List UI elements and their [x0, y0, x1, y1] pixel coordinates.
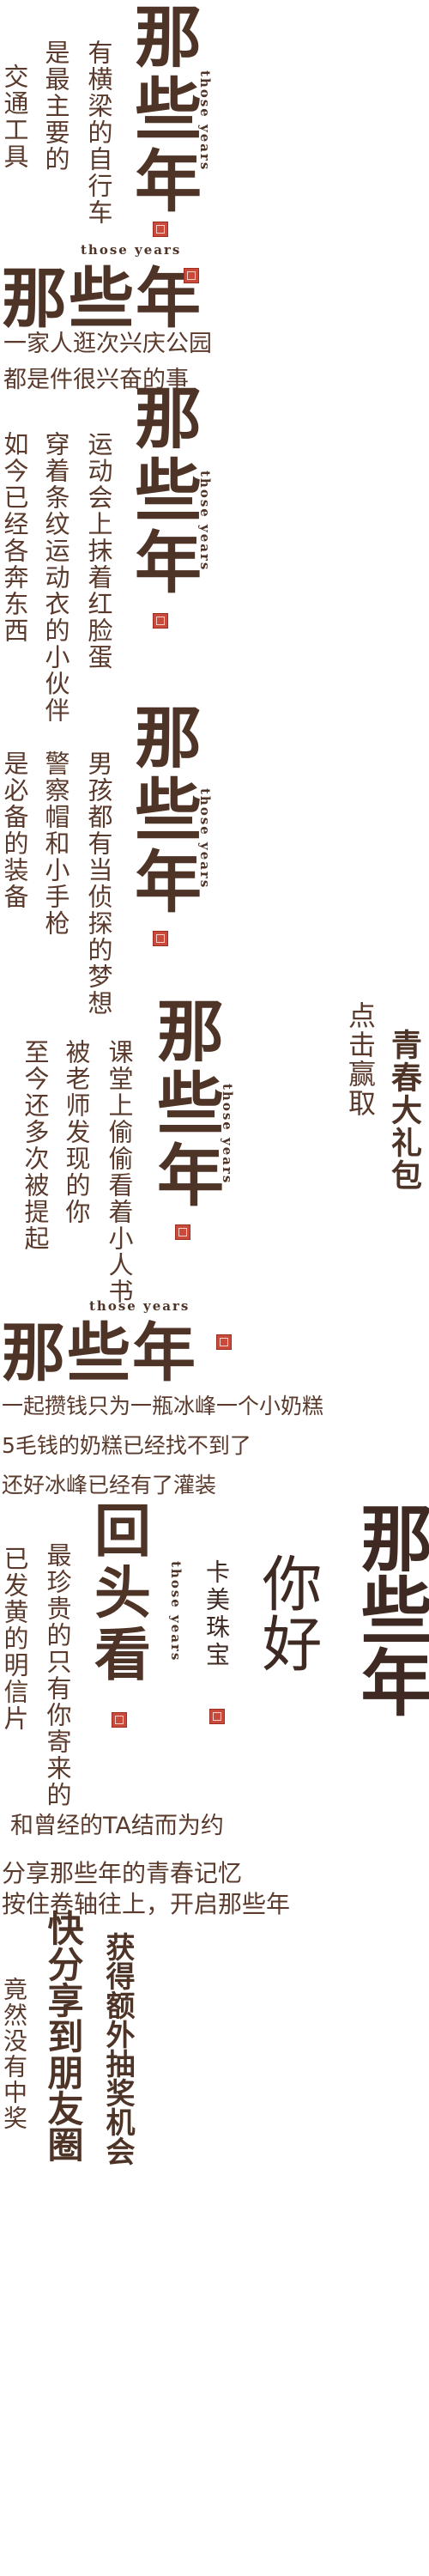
section7-line-bottom: 和曾经的TA结而为约	[10, 1813, 224, 1839]
section6-line2: 5毛钱的奶糕已经找不到了	[2, 1433, 251, 1458]
section3-subtitle: those years	[197, 471, 213, 572]
seal-stamp-icon	[184, 268, 199, 283]
seal-stamp-icon	[209, 1709, 225, 1724]
seal-stamp-icon	[153, 931, 168, 946]
brand-calligraphy-title: 那些年	[349, 1501, 429, 1717]
section7-line-right: 最珍贵的只有你寄来的	[43, 1542, 72, 1808]
section5-line-right: 课堂上偷偷看着小人书	[105, 1039, 134, 1305]
share-moments-button[interactable]: 快分享到朋友圈	[42, 1910, 84, 2162]
section1-line-left: 交通工具	[0, 64, 29, 170]
seal-stamp-icon	[153, 613, 168, 629]
section6-line1: 一起攒钱只为一瓶冰峰一个小奶糕	[2, 1394, 324, 1419]
section6-title: 那些年	[2, 1316, 197, 1390]
section5-title: 那些年	[146, 996, 223, 1212]
section3-line-right: 运动会上抹着红脸蛋	[84, 431, 113, 671]
prize-click-label[interactable]: 点击赢取	[344, 1001, 377, 1118]
section1-line-mid: 是最主要的	[41, 39, 70, 173]
prize-package-button[interactable]: 青春大礼包	[386, 1029, 421, 1192]
no-prize-label: 竟然没有中奖	[0, 1977, 28, 2131]
section7-title: 回头看	[85, 1501, 151, 1686]
section2-line1: 一家人逛次兴庆公园	[3, 331, 212, 357]
section3-title: 那些年	[124, 383, 201, 599]
section5-line-left: 至今还多次被提起	[21, 1039, 50, 1252]
section3-line-mid: 穿着条纹运动衣的小伙伴	[41, 431, 70, 724]
section4-line-right: 男孩都有当侦探的梦想	[84, 750, 113, 1017]
section6-line3: 还好冰峰已经有了灌装	[2, 1473, 217, 1498]
section7-subtitle: those years	[168, 1561, 184, 1662]
brand-hello: 你好	[252, 1552, 323, 1673]
section4-title: 那些年	[124, 702, 201, 919]
footer-line2[interactable]: 按住卷轴往上，开启那些年	[2, 1890, 291, 1918]
seal-stamp-icon	[216, 1334, 232, 1350]
section6-subtitle: those years	[89, 1298, 190, 1314]
section1-title: 那些年	[124, 2, 201, 218]
section1-subtitle: those years	[197, 70, 213, 172]
footer-line1: 分享那些年的青春记忆	[2, 1859, 243, 1887]
seal-stamp-icon	[153, 222, 168, 237]
section2-line2: 都是件很兴奋的事	[3, 367, 189, 393]
section5-subtitle: those years	[220, 1084, 235, 1185]
seal-stamp-icon	[175, 1224, 190, 1240]
section5-line-mid: 被老师发现的你	[62, 1039, 91, 1225]
section2-title: 那些年	[2, 260, 202, 337]
extra-draw-chance-label: 获得额外抽奖机会	[100, 1932, 135, 2166]
section2-subtitle: those years	[81, 242, 182, 258]
section7-line-left: 已发黄的明信片	[0, 1546, 29, 1732]
section4-subtitle: those years	[197, 788, 213, 890]
section4-line-left: 是必备的装备	[0, 750, 29, 910]
section1-line-right: 有横梁的自行车	[84, 39, 113, 226]
seal-stamp-icon	[112, 1712, 127, 1728]
section3-line-left: 如今已经各奔东西	[0, 431, 29, 644]
section4-line-mid: 警察帽和小手枪	[41, 750, 70, 937]
brand-name: 卡美珠宝	[202, 1559, 231, 1669]
